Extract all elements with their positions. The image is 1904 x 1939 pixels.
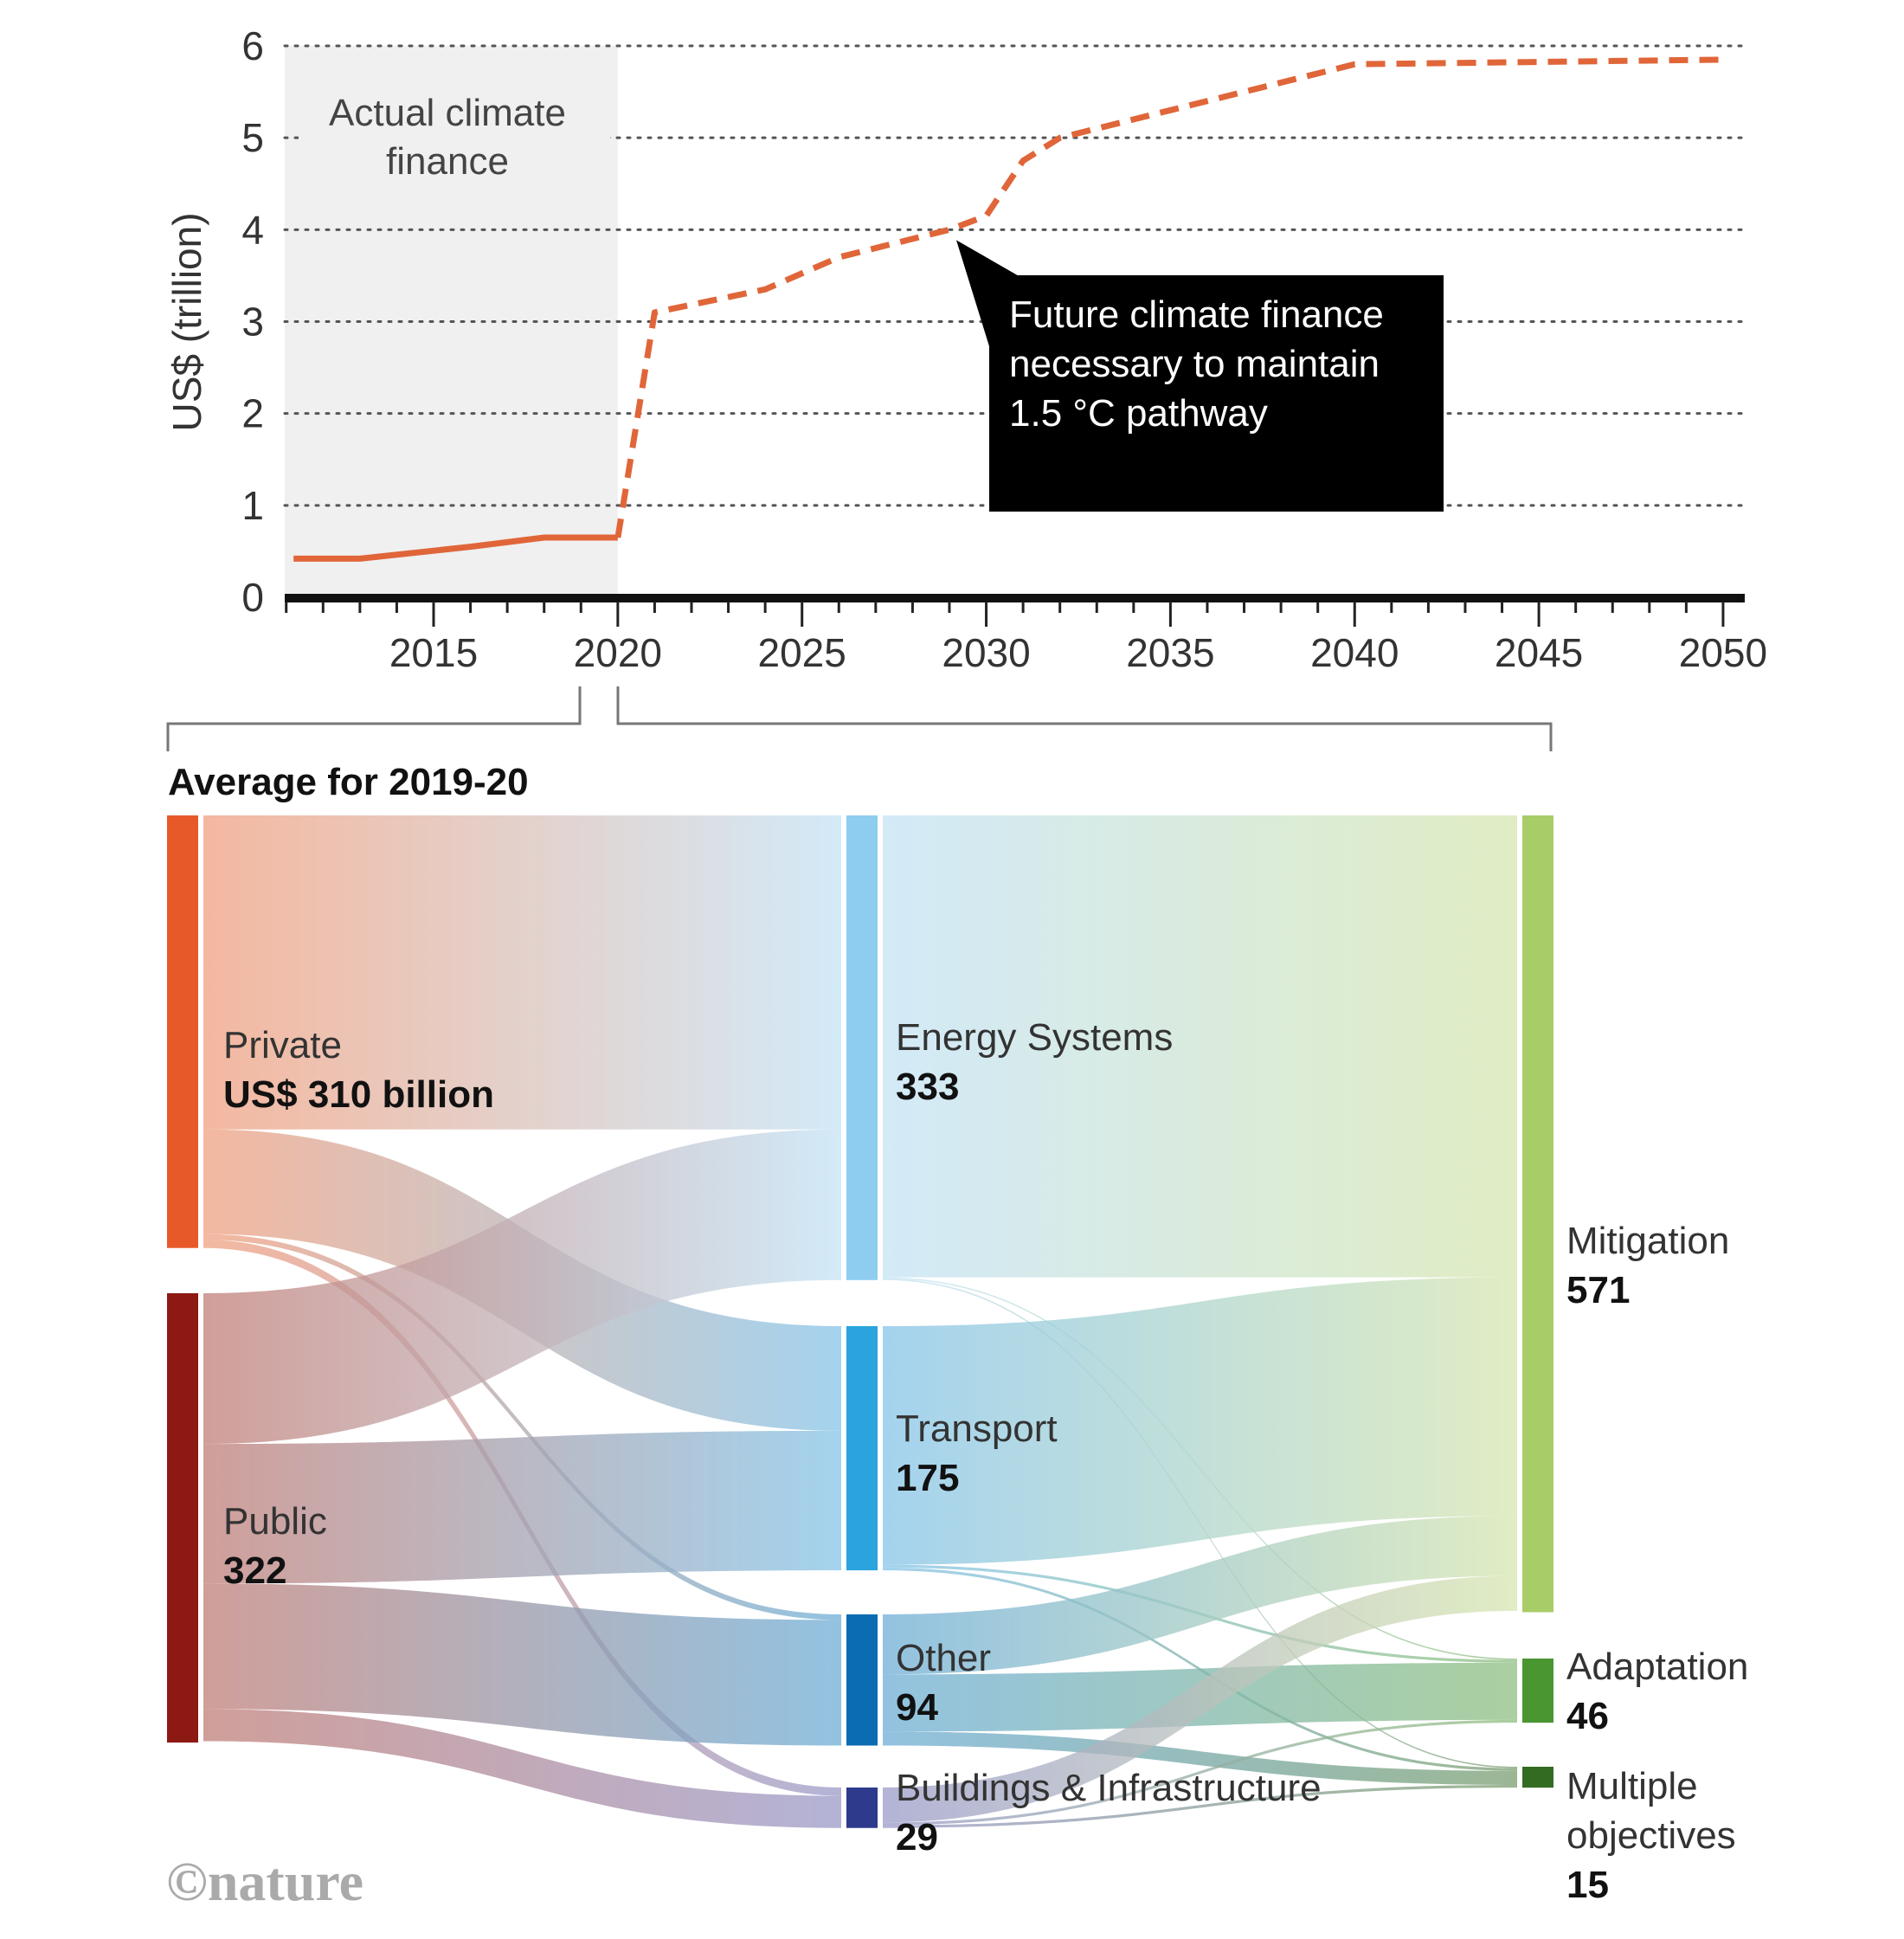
link-public-to-other <box>203 1583 841 1746</box>
node-energy <box>846 815 878 1280</box>
nature-credit-logo: ©nature <box>166 1851 363 1912</box>
node-label-energy: Energy Systems <box>896 1016 1173 1059</box>
sankey-labels: Private US$ 310 billion Public 322 Energy Sy… <box>223 1016 1748 1906</box>
series-lines <box>293 56 1724 562</box>
callout-text-line: necessary to maintain <box>1009 343 1380 385</box>
node-value-public: 322 <box>223 1549 286 1592</box>
x-tick-label: 2020 <box>574 630 662 675</box>
sankey-links <box>203 815 1517 1828</box>
node-other <box>846 1614 878 1746</box>
node-value-buildings: 29 <box>896 1816 938 1858</box>
future-finance-callout: Future climate finance necessary to maint… <box>955 240 1444 512</box>
y-tick-label: 6 <box>241 23 264 68</box>
link-energy-to-mitigation <box>883 815 1517 1278</box>
node-adaptation <box>1522 1659 1553 1723</box>
node-value-energy: 333 <box>896 1066 959 1108</box>
x-tick-label: 2035 <box>1126 630 1214 675</box>
link-public-to-transport <box>203 1430 841 1584</box>
callout-pointer <box>955 240 1039 346</box>
node-mitigation <box>1522 815 1553 1613</box>
x-axis-line <box>285 594 1745 602</box>
node-value-multiple: 15 <box>1566 1864 1609 1906</box>
node-private <box>167 815 198 1248</box>
node-value-adaptation: 46 <box>1566 1695 1609 1737</box>
label-background <box>299 82 610 190</box>
link-transport-to-mitigation <box>883 1277 1517 1565</box>
node-label-multiple: Multiple <box>1566 1765 1698 1807</box>
link-other-to-mitigation <box>883 1516 1517 1675</box>
bracket-right <box>616 686 1553 751</box>
period-bracket <box>166 686 1553 751</box>
x-tick-label: 2050 <box>1679 630 1767 675</box>
node-label-mitigation: Mitigation <box>1566 1220 1729 1262</box>
link-other-to-multiple <box>883 1731 1517 1785</box>
node-value-mitigation: 571 <box>1566 1269 1630 1311</box>
node-multiple <box>1522 1767 1553 1788</box>
link-buildings-to-multiple <box>883 1784 1517 1828</box>
line-chart: 0 1 2 3 4 5 6 US$ (trillion) Actual climate fin… <box>164 23 1767 675</box>
x-tick-label: 2015 <box>389 630 478 675</box>
node-transport <box>846 1326 878 1571</box>
actual-finance-label-line: finance <box>386 140 509 183</box>
sankey-title: Average for 2019-20 <box>168 761 529 803</box>
x-tick-label: 2040 <box>1310 630 1399 675</box>
link-public-to-energy <box>203 1129 841 1445</box>
node-label-multiple: objectives <box>1566 1814 1736 1857</box>
bracket-left <box>166 686 582 751</box>
callout-box <box>989 275 1444 512</box>
node-label-private: Private <box>223 1024 342 1066</box>
link-buildings-to-mitigation <box>883 1575 1517 1823</box>
link-private-to-other <box>203 1234 841 1620</box>
sankey-diagram: Private US$ 310 billion Public 322 Energy Sy… <box>167 815 1748 1906</box>
link-private-to-energy <box>203 815 841 1130</box>
y-tick-label: 0 <box>241 575 264 620</box>
actual-finance-label: Actual climate finance <box>299 82 610 190</box>
x-tick-label: 2025 <box>758 630 846 675</box>
node-value-private: US$ 310 billion <box>223 1073 494 1116</box>
actual-finance-label-line: Actual climate <box>329 92 566 134</box>
actual-finance-line <box>293 534 618 562</box>
y-tick-label: 3 <box>241 300 264 345</box>
node-value-transport: 175 <box>896 1457 959 1499</box>
x-tick-label: 2030 <box>942 630 1030 675</box>
sankey-nodes <box>167 815 1553 1828</box>
y-axis-ticks: 0 1 2 3 4 5 6 <box>241 23 264 620</box>
callout-text-line: Future climate finance <box>1009 293 1384 336</box>
node-label-public: Public <box>223 1500 327 1543</box>
x-axis: 2015 2020 2025 2030 2035 2040 2045 2050 <box>285 594 1767 675</box>
y-axis-label: US$ (trillion) <box>164 212 209 431</box>
y-tick-label: 5 <box>241 115 264 160</box>
x-tick-label: 2045 <box>1495 630 1583 675</box>
callout-text-line: 1.5 °C pathway <box>1009 392 1268 435</box>
y-tick-label: 2 <box>241 391 264 436</box>
node-label-transport: Transport <box>896 1408 1058 1450</box>
y-tick-label: 1 <box>241 483 264 528</box>
node-label-adaptation: Adaptation <box>1566 1646 1748 1688</box>
node-value-other: 94 <box>896 1686 938 1729</box>
node-label-buildings: Buildings & Infrastructure <box>896 1767 1322 1809</box>
future-finance-line <box>614 56 1724 538</box>
node-public <box>167 1293 198 1743</box>
node-label-other: Other <box>896 1637 991 1679</box>
node-buildings <box>846 1788 878 1828</box>
y-tick-label: 4 <box>241 207 264 252</box>
link-public-to-buildings <box>203 1709 841 1828</box>
link-buildings-to-adaptation <box>883 1719 1517 1826</box>
